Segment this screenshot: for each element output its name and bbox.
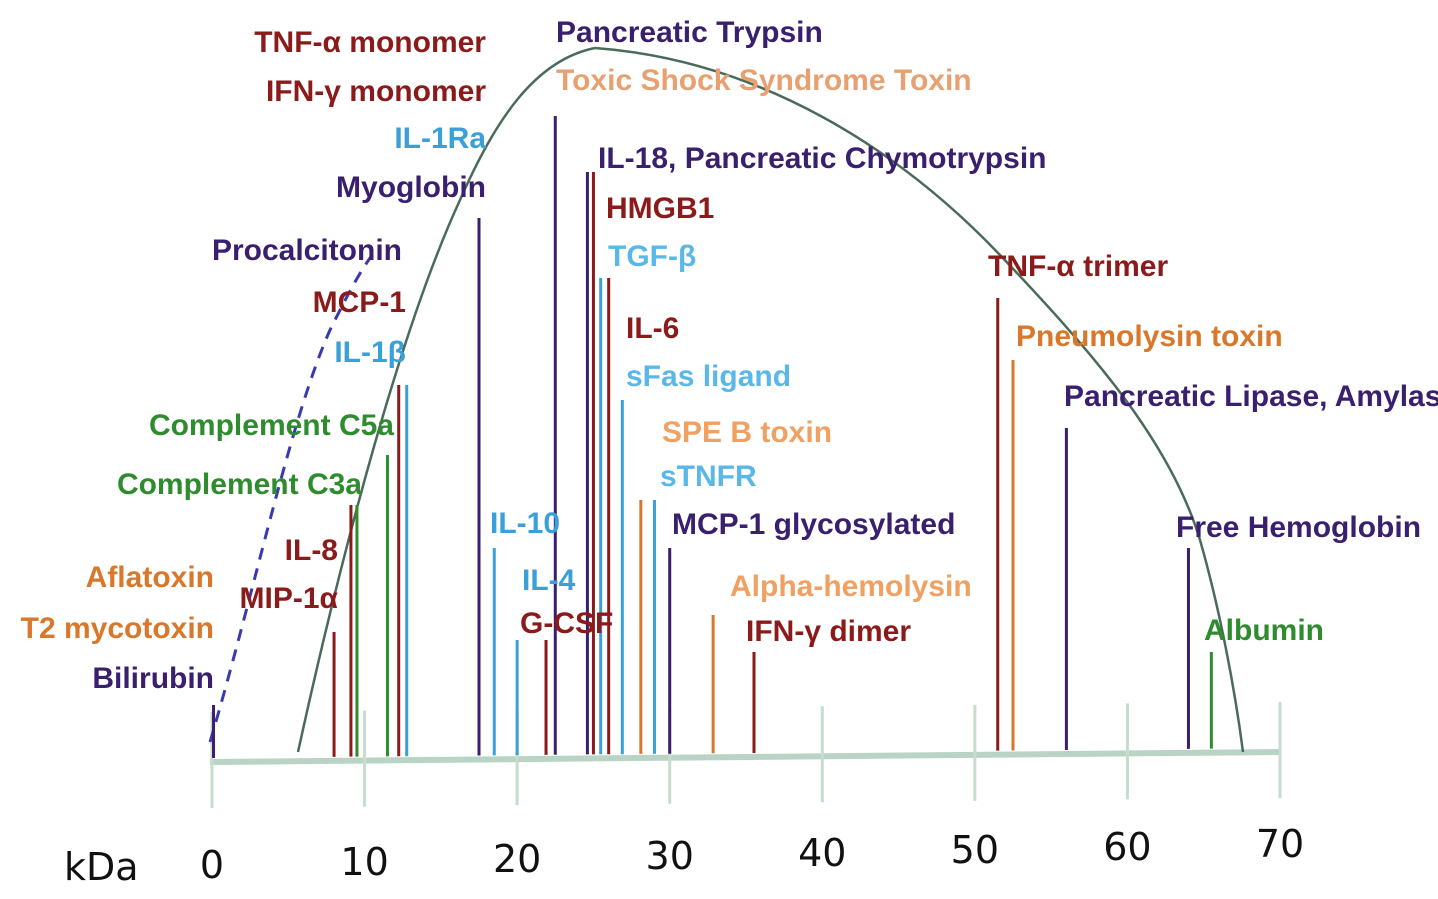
x-tick-label: 30 <box>646 834 694 878</box>
x-tick-label: 20 <box>493 837 541 881</box>
label-albumin: Albumin <box>1204 614 1324 647</box>
label-c5a: Complement C5a <box>149 409 394 442</box>
label-t2-mycotoxin: T2 mycotoxin <box>21 612 214 645</box>
label-mip1a: MIP-1α <box>240 582 339 615</box>
x-tick-label: 60 <box>1103 825 1151 869</box>
label-pancreatic-trypsin: Pancreatic Trypsin <box>556 16 823 49</box>
label-il8: IL-8 <box>285 534 338 567</box>
filtration-curve <box>208 46 1245 753</box>
x-axis-label: kDa <box>64 845 139 889</box>
label-free-hemoglobin: Free Hemoglobin <box>1176 511 1421 544</box>
label-hmgb1: HMGB1 <box>606 192 714 225</box>
label-alpha-hemolysin: Alpha-hemolysin <box>730 570 972 603</box>
label-ifn-monomer: IFN-γ monomer <box>266 75 486 108</box>
label-c3a: Complement C3a <box>117 468 362 501</box>
x-axis-tick-labels: 0 10 20 30 40 50 60 70 <box>200 822 1304 887</box>
x-axis-line <box>209 749 1281 765</box>
curve-solid-left <box>296 46 596 753</box>
marker-labels: TNF-α monomer IFN-γ monomer IL-1Ra Myogl… <box>21 16 1438 695</box>
label-tnf-trimer: TNF-α trimer <box>988 250 1168 283</box>
x-tick-label: 40 <box>798 831 846 875</box>
label-mcp1-glyco: MCP-1 glycosylated <box>672 508 955 541</box>
label-aflatoxin: Aflatoxin <box>86 561 214 594</box>
x-tick-label: 70 <box>1256 822 1304 866</box>
label-il10: IL-10 <box>490 507 560 540</box>
label-gcsf: G-CSF <box>520 607 613 640</box>
label-il1b: IL-1β <box>334 336 406 369</box>
marker-lines <box>212 116 1213 758</box>
label-il6: IL-6 <box>626 312 679 345</box>
label-myoglobin: Myoglobin <box>336 171 486 204</box>
x-tick-label: 10 <box>340 840 388 884</box>
curve-solid-right <box>594 46 1245 753</box>
label-tgfb: TGF-β <box>608 240 696 273</box>
label-sfas: sFas ligand <box>626 360 791 393</box>
label-il1ra: IL-1Ra <box>394 122 486 155</box>
x-tick-label: 50 <box>951 828 999 872</box>
label-procalcitonin: Procalcitonin <box>212 234 402 267</box>
label-mcp1: MCP-1 <box>313 286 406 319</box>
label-tsst: Toxic Shock Syndrome Toxin <box>556 64 972 97</box>
x-tick-label: 0 <box>200 843 224 887</box>
label-il4: IL-4 <box>522 564 576 597</box>
label-lipase-amylase: Pancreatic Lipase, Amylase <box>1064 380 1438 413</box>
label-pneumolysin: Pneumolysin toxin <box>1016 320 1283 353</box>
label-bilirubin: Bilirubin <box>92 662 214 695</box>
label-stnfr: sTNFR <box>660 460 757 493</box>
label-tnf-monomer: TNF-α monomer <box>254 26 486 59</box>
label-speb: SPE B toxin <box>662 416 832 449</box>
label-il18-chymotrypsin: IL-18, Pancreatic Chymotrypsin <box>598 142 1046 175</box>
curve-dashed-segment <box>208 249 378 743</box>
label-ifn-dimer: IFN-γ dimer <box>746 615 911 648</box>
